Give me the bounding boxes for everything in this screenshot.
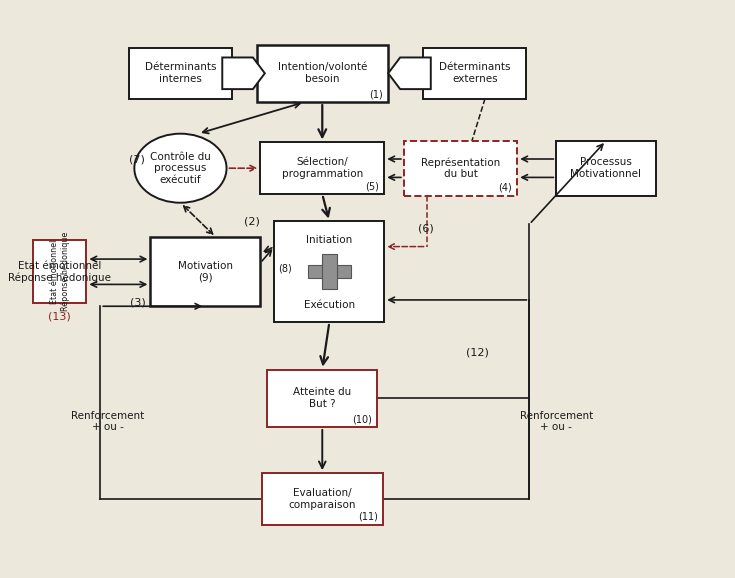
Text: (7): (7) xyxy=(129,154,144,165)
Ellipse shape xyxy=(135,134,226,203)
Text: (2): (2) xyxy=(244,216,260,226)
Text: (10): (10) xyxy=(352,414,372,424)
Text: (13): (13) xyxy=(49,312,71,321)
Text: Initiation: Initiation xyxy=(306,235,353,246)
Text: Etat émotionnel
Réponse hédonique: Etat émotionnel Réponse hédonique xyxy=(50,232,70,312)
Text: Evaluation/
comparaison: Evaluation/ comparaison xyxy=(289,488,356,510)
Text: Déterminants
externes: Déterminants externes xyxy=(439,62,511,84)
Polygon shape xyxy=(222,57,265,89)
Text: (8): (8) xyxy=(278,264,292,274)
Text: Etat émotionnel
Réponse hédonique: Etat émotionnel Réponse hédonique xyxy=(8,261,112,283)
Text: Processus
Motivationnel: Processus Motivationnel xyxy=(570,157,642,179)
FancyBboxPatch shape xyxy=(556,141,656,195)
Text: Déterminants
internes: Déterminants internes xyxy=(145,62,216,84)
Text: Exécution: Exécution xyxy=(304,300,355,310)
Text: (6): (6) xyxy=(418,224,434,234)
FancyBboxPatch shape xyxy=(260,142,384,194)
FancyBboxPatch shape xyxy=(33,240,87,303)
Text: Contrôle du
processus
exécutif: Contrôle du processus exécutif xyxy=(150,151,211,185)
FancyBboxPatch shape xyxy=(268,369,377,427)
FancyBboxPatch shape xyxy=(262,473,382,525)
Text: Représentation
du but: Représentation du but xyxy=(421,157,501,179)
FancyBboxPatch shape xyxy=(150,237,260,306)
FancyBboxPatch shape xyxy=(129,48,232,99)
FancyBboxPatch shape xyxy=(274,221,384,322)
Bar xyxy=(308,265,351,278)
Text: Intention/volonté
besoin: Intention/volonté besoin xyxy=(278,62,367,84)
Text: (4): (4) xyxy=(498,183,512,192)
Bar xyxy=(322,254,337,289)
Text: Atteinte du
But ?: Atteinte du But ? xyxy=(293,387,351,409)
Text: Sélection/
programmation: Sélection/ programmation xyxy=(282,157,363,179)
Text: Renforcement
+ ou -: Renforcement + ou - xyxy=(520,410,593,432)
FancyBboxPatch shape xyxy=(423,48,526,99)
Text: Renforcement
+ ou -: Renforcement + ou - xyxy=(71,410,145,432)
Text: (11): (11) xyxy=(358,512,378,522)
Text: (3): (3) xyxy=(130,298,146,308)
Text: (5): (5) xyxy=(365,181,379,191)
Text: Motivation
(9): Motivation (9) xyxy=(178,261,233,283)
Text: (12): (12) xyxy=(466,347,489,357)
Polygon shape xyxy=(388,57,431,89)
Text: (1): (1) xyxy=(369,89,383,99)
FancyBboxPatch shape xyxy=(404,141,517,195)
FancyBboxPatch shape xyxy=(257,45,388,102)
